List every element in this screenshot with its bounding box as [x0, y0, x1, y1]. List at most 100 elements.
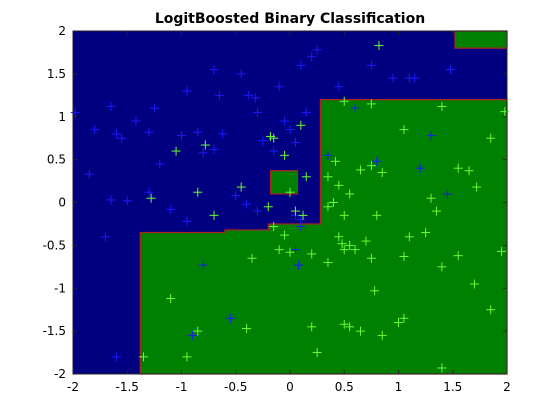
- point-class-b: [366, 253, 376, 263]
- point-class-b: [334, 232, 344, 242]
- point-class-b: [307, 322, 317, 332]
- point-class-b: [301, 172, 311, 182]
- point-class-a: [301, 107, 311, 117]
- point-class-a: [182, 86, 192, 96]
- x-tick-label: -1.5: [116, 380, 139, 394]
- point-class-b: [193, 326, 203, 336]
- point-class-b: [377, 330, 387, 340]
- point-class-b: [404, 232, 414, 242]
- point-class-b: [242, 324, 252, 334]
- point-class-b: [399, 252, 409, 262]
- x-tick-label: 0: [286, 380, 294, 394]
- y-tick-label: 0: [58, 196, 66, 210]
- point-class-b: [399, 313, 409, 323]
- region-class-b: [454, 30, 508, 49]
- x-tick-label: 1.5: [443, 380, 462, 394]
- point-class-a: [307, 52, 317, 62]
- point-class-a: [177, 131, 186, 141]
- point-class-a: [198, 260, 208, 270]
- y-tick-label: -0.5: [43, 238, 66, 252]
- point-class-a: [442, 189, 452, 199]
- point-class-a: [312, 45, 322, 55]
- point-class-b: [280, 230, 290, 240]
- point-class-b: [345, 240, 355, 250]
- point-class-a: [258, 136, 268, 146]
- point-class-b: [374, 41, 384, 51]
- point-class-b: [394, 318, 403, 328]
- point-class-b: [285, 187, 295, 197]
- x-axis: -2 -1.5 -1 -0.5 0 0.5 1 1.5 2: [67, 31, 511, 394]
- y-tick-label: -1: [54, 281, 66, 295]
- point-class-a: [209, 144, 219, 154]
- point-class-b: [236, 182, 246, 192]
- point-class-b: [285, 247, 295, 257]
- point-class-b: [486, 133, 496, 143]
- point-class-b: [453, 251, 463, 261]
- point-class-a: [225, 313, 235, 323]
- point-class-b: [139, 352, 149, 362]
- point-class-b: [323, 202, 333, 212]
- point-class-a: [144, 187, 154, 197]
- x-tick-label: -1: [176, 380, 188, 394]
- point-class-a: [106, 195, 116, 205]
- point-class-b: [453, 163, 463, 173]
- point-class-a: [350, 103, 360, 113]
- point-class-b: [370, 286, 380, 296]
- point-class-b: [280, 150, 290, 160]
- point-class-a: [70, 107, 80, 117]
- x-tick-label: -2: [67, 380, 79, 394]
- point-class-b: [464, 166, 474, 176]
- point-class-b: [426, 193, 436, 203]
- point-class-b: [312, 348, 322, 358]
- point-class-b: [497, 246, 507, 256]
- point-class-a: [198, 148, 208, 158]
- point-class-a: [155, 159, 165, 169]
- point-class-a: [280, 116, 290, 126]
- x-tick-label: -0.5: [224, 380, 247, 394]
- point-class-a: [209, 65, 219, 75]
- point-class-b: [307, 249, 317, 259]
- point-class-a: [231, 191, 241, 201]
- y-tick-label: 0.5: [47, 153, 66, 167]
- point-class-b: [171, 146, 181, 156]
- point-class-b: [247, 253, 257, 263]
- point-class-a: [252, 107, 262, 117]
- point-class-a: [252, 206, 262, 216]
- x-tick-label: 0.5: [335, 380, 354, 394]
- point-class-b: [328, 198, 338, 207]
- decision-regions: [73, 30, 508, 375]
- point-class-a: [106, 101, 116, 111]
- point-class-b: [361, 236, 371, 246]
- point-class-b: [356, 165, 366, 175]
- point-class-b: [339, 96, 349, 106]
- point-class-a: [84, 169, 94, 179]
- point-class-b: [366, 161, 376, 171]
- point-class-b: [296, 120, 306, 130]
- point-class-b: [209, 210, 219, 220]
- point-class-a: [101, 232, 111, 242]
- region-class-b: [269, 170, 299, 195]
- scatter-points: [70, 41, 510, 373]
- point-class-a: [269, 146, 279, 156]
- y-tick-label: -2: [54, 367, 66, 381]
- point-class-b: [298, 210, 308, 220]
- point-class-a: [366, 60, 376, 70]
- point-class-a: [285, 125, 295, 135]
- y-tick-label: 2: [58, 24, 66, 38]
- point-class-a: [218, 129, 228, 139]
- y-tick-label: 1.5: [47, 67, 66, 81]
- point-class-a: [144, 127, 154, 137]
- point-class-b: [200, 140, 210, 150]
- chart-title: LogitBoosted Binary Classification: [155, 11, 425, 27]
- point-class-a: [446, 65, 456, 75]
- point-class-b: [469, 279, 479, 289]
- point-class-a: [242, 199, 252, 209]
- x-tick-label: 2: [503, 380, 511, 394]
- point-class-b: [372, 210, 382, 220]
- point-class-a: [182, 216, 192, 226]
- point-class-b: [290, 206, 300, 216]
- point-class-b: [486, 305, 496, 315]
- point-class-b: [345, 322, 355, 332]
- point-class-a: [214, 90, 224, 100]
- x-tick-label: 1: [395, 380, 403, 394]
